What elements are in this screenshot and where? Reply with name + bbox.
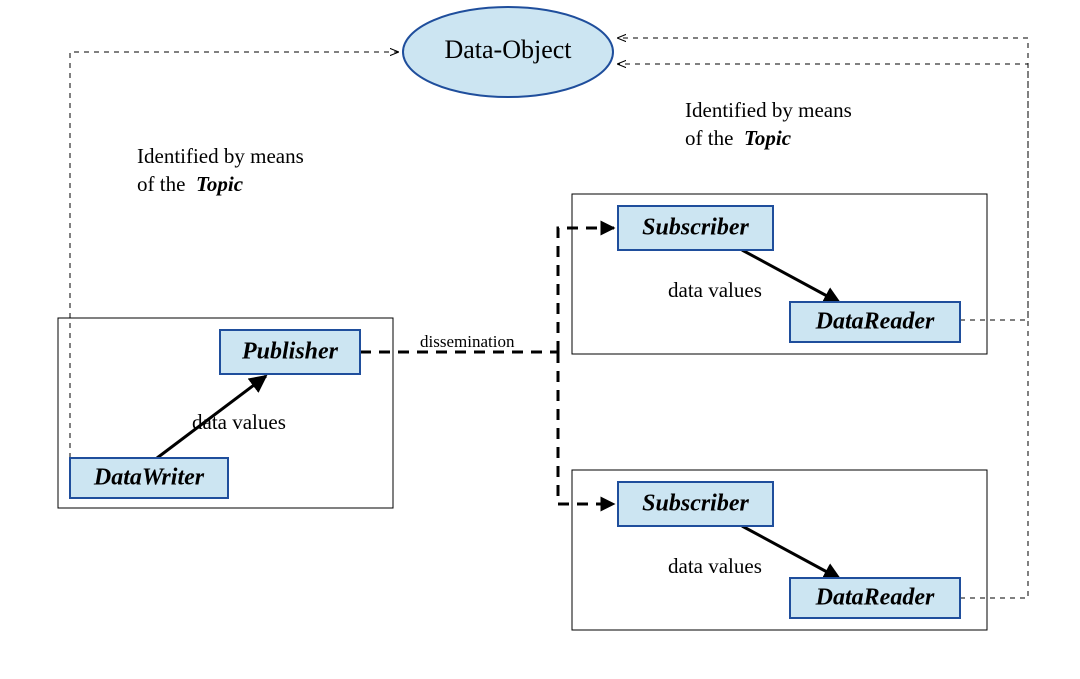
- label-dv_left: data values: [192, 410, 286, 435]
- node-label-datareader1: DataReader: [815, 309, 935, 335]
- node-label-datareader2: DataReader: [815, 585, 935, 611]
- node-label-subscriber2: Subscriber: [642, 491, 749, 517]
- label-dv_r2: data values: [668, 554, 762, 579]
- dds-diagram: Data-Object Publisher DataWriter Subscriber…: [0, 0, 1080, 679]
- node-label-publisher: Publisher: [241, 339, 339, 365]
- label-topic_left_line2_a: of the: [137, 172, 191, 197]
- label-topic_left_line1: Identified by means: [137, 144, 304, 169]
- label-topic_right_line2_b: Topic: [744, 126, 791, 151]
- label-dv_r1: data values: [668, 278, 762, 303]
- node-label-data_object: Data-Object: [444, 35, 572, 64]
- label-topic_left_line2_b: Topic: [196, 172, 243, 197]
- edge-topic_left: [70, 52, 398, 458]
- label-topic_right_line1: Identified by means: [685, 98, 852, 123]
- node-label-subscriber1: Subscriber: [642, 215, 749, 241]
- node-label-datawriter: DataWriter: [93, 465, 205, 491]
- edge-dissemination_up: [558, 228, 614, 352]
- label-dissemination: dissemination: [420, 332, 514, 352]
- label-topic_right_line2_a: of the: [685, 126, 739, 151]
- edge-dissemination_down: [558, 352, 614, 504]
- diagram-svg: Data-Object Publisher DataWriter Subscriber…: [0, 0, 1080, 679]
